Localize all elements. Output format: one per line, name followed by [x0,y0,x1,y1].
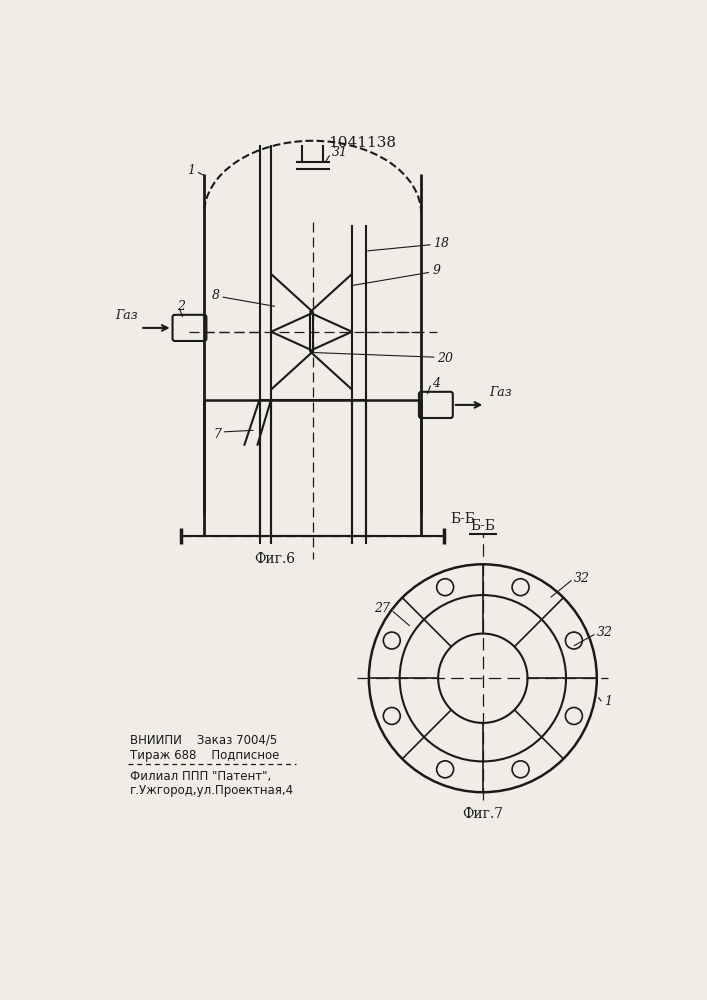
FancyBboxPatch shape [173,315,206,341]
Text: 18: 18 [433,237,449,250]
Text: 9: 9 [433,264,440,277]
FancyBboxPatch shape [419,392,452,418]
Text: Б-Б: Б-Б [470,519,496,533]
Text: 32: 32 [573,572,590,585]
Text: 20: 20 [437,352,452,365]
Text: 4: 4 [432,377,440,390]
Text: Б-Б: Б-Б [450,512,476,526]
Text: 32: 32 [597,626,613,639]
Text: ВНИИПИ    Заказ 7004/5: ВНИИПИ Заказ 7004/5 [130,733,277,746]
Text: Филиал ППП "Патент",: Филиал ППП "Патент", [130,770,271,783]
Text: 1041138: 1041138 [328,136,396,150]
Text: 2: 2 [177,300,185,313]
Text: 1: 1 [187,164,195,177]
Text: 7: 7 [213,428,221,441]
Text: Газ: Газ [115,309,138,322]
Text: г.Ужгород,ул.Проектная,4: г.Ужгород,ул.Проектная,4 [130,784,294,797]
Text: 8: 8 [211,289,219,302]
Text: Тираж 688    Подписное: Тираж 688 Подписное [130,749,279,762]
Text: Газ: Газ [489,386,512,399]
Text: 31: 31 [332,146,348,159]
Text: 27: 27 [375,602,390,615]
Text: Фиг.6: Фиг.6 [255,552,296,566]
Text: 1: 1 [604,695,612,708]
Text: Фиг.7: Фиг.7 [462,807,503,821]
